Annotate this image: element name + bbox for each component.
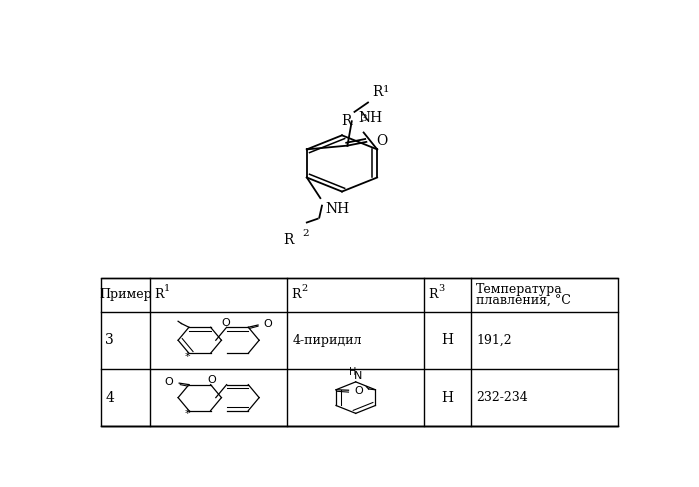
Text: O: O: [221, 318, 230, 328]
Text: 3: 3: [361, 114, 367, 123]
Text: O: O: [208, 375, 216, 385]
Text: N: N: [354, 372, 362, 381]
Text: плавления, °C: плавления, °C: [476, 294, 571, 307]
Text: O: O: [164, 377, 173, 387]
Text: R: R: [428, 288, 438, 301]
Text: Пример: Пример: [99, 288, 152, 301]
Text: 1: 1: [164, 284, 171, 293]
Text: O: O: [354, 386, 363, 395]
Text: NH: NH: [326, 202, 350, 216]
Text: H: H: [442, 391, 454, 405]
Text: Температура: Температура: [476, 282, 563, 296]
Text: 2: 2: [301, 284, 308, 293]
Text: 2: 2: [303, 229, 309, 238]
Text: R: R: [372, 85, 382, 99]
Text: NH: NH: [359, 111, 382, 125]
Text: 4-пиридил: 4-пиридил: [293, 334, 362, 347]
Text: 232-234: 232-234: [476, 391, 528, 404]
Text: 191,2: 191,2: [476, 334, 512, 347]
Text: 4: 4: [106, 391, 114, 405]
Text: H: H: [442, 333, 454, 347]
Text: R: R: [341, 113, 351, 128]
Text: 3: 3: [438, 284, 445, 293]
Text: O: O: [376, 134, 387, 148]
Text: O: O: [264, 318, 272, 329]
Bar: [101, 278, 619, 426]
Text: *: *: [185, 352, 191, 362]
Text: R: R: [283, 233, 294, 247]
Text: *: *: [185, 410, 191, 419]
Text: R: R: [291, 288, 301, 301]
Text: H: H: [349, 367, 356, 376]
Text: 3: 3: [106, 333, 114, 347]
Text: R: R: [154, 288, 164, 301]
Text: 1: 1: [382, 85, 389, 94]
